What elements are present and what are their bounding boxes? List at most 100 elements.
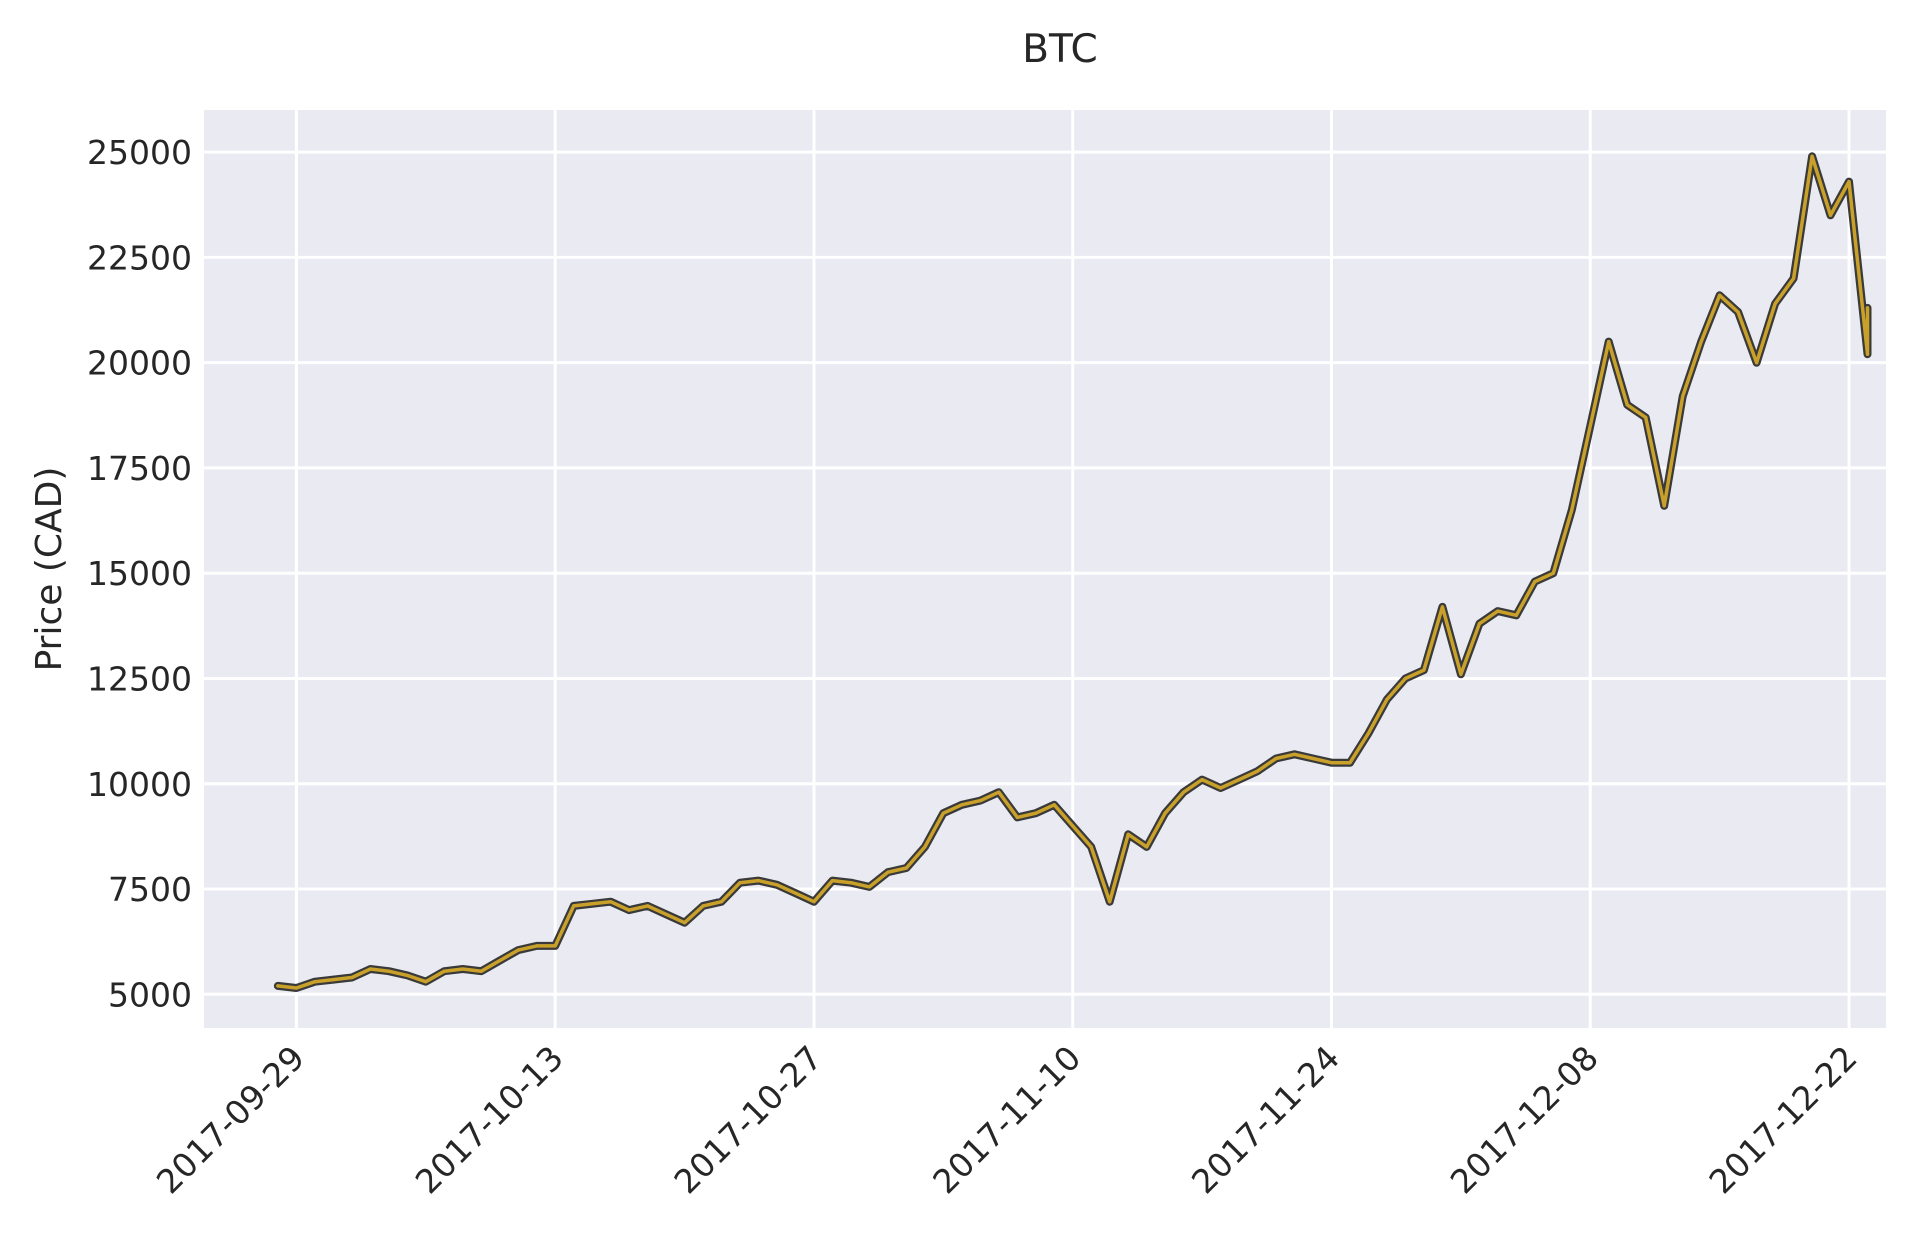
plot-area — [204, 110, 1886, 1028]
price-point — [646, 904, 650, 908]
y-tick-label: 20000 — [87, 344, 192, 383]
price-point — [1126, 832, 1130, 836]
price-point — [812, 900, 816, 904]
price-point — [1828, 213, 1833, 217]
price-point — [1366, 731, 1371, 735]
y-tick-label: 15000 — [87, 554, 192, 593]
price-point — [1699, 340, 1703, 344]
y-tick-label: 12500 — [87, 659, 192, 698]
price-point — [1810, 154, 1814, 158]
price-point — [867, 885, 872, 889]
y-tick-label: 5000 — [108, 975, 192, 1014]
price-point — [1459, 672, 1463, 676]
y-tick-label: 22500 — [87, 238, 192, 277]
price-point — [1477, 622, 1481, 626]
price-point — [1089, 845, 1093, 849]
price-point — [498, 959, 502, 963]
price-point — [775, 883, 779, 887]
price-point — [1847, 180, 1851, 184]
price-point — [886, 870, 890, 874]
price-point — [535, 944, 539, 948]
price-line — [276, 154, 1870, 990]
price-point — [424, 980, 428, 984]
price-point — [1256, 769, 1260, 773]
price-point — [572, 904, 576, 908]
y-tick-label: 7500 — [108, 870, 192, 909]
price-point — [1237, 778, 1241, 782]
price-point — [960, 803, 964, 807]
price-point — [1145, 845, 1149, 849]
price-point — [904, 866, 909, 870]
price-point — [793, 891, 798, 895]
price-point — [1440, 605, 1444, 609]
price-point — [479, 969, 483, 973]
price-point — [997, 790, 1001, 794]
price-point — [368, 967, 372, 971]
price-point — [1607, 340, 1611, 344]
price-point — [276, 984, 280, 988]
price-point — [1200, 778, 1204, 782]
price-point — [294, 986, 298, 990]
price-point — [1292, 752, 1297, 756]
price-point — [331, 978, 335, 982]
price-point — [664, 912, 668, 916]
y-axis-label: Price (CAD) — [29, 467, 70, 672]
x-tick-label: 2017-12-08 — [1443, 1038, 1606, 1201]
price-point — [1348, 761, 1352, 765]
price-point — [1533, 580, 1537, 584]
price-point — [442, 969, 446, 973]
price-point — [1588, 424, 1592, 428]
y-gridlines — [204, 150, 1886, 996]
price-point — [738, 881, 742, 885]
price-point — [701, 904, 705, 908]
y-tick-label: 25000 — [87, 133, 192, 172]
price-point — [1219, 786, 1223, 790]
price-point — [1052, 803, 1056, 807]
price-point — [1570, 508, 1574, 512]
price-point — [516, 948, 520, 952]
price-point — [1718, 293, 1722, 297]
price-point — [1034, 811, 1038, 815]
chart-title: BTC — [1022, 27, 1098, 72]
price-point — [1644, 415, 1648, 419]
x-tick-label: 2017-09-29 — [149, 1038, 312, 1201]
price-point — [849, 881, 853, 885]
price-point — [1329, 761, 1334, 765]
price-point — [978, 799, 982, 803]
price-point — [1865, 352, 1870, 356]
price-point — [1755, 361, 1759, 365]
x-tick-labels: 2017-09-29 2017-10-13 2017-10-27 2017-11-10… — [149, 1038, 1865, 1201]
x-tick-label: 2017-12-22 — [1702, 1038, 1865, 1201]
price-point — [1385, 697, 1389, 702]
x-tick-label: 2017-10-13 — [408, 1038, 571, 1201]
price-point — [1422, 668, 1426, 672]
price-point — [1311, 756, 1315, 761]
price-point — [1514, 613, 1518, 617]
y-tick-label: 17500 — [87, 449, 192, 488]
price-point — [1551, 571, 1555, 575]
price-point — [1662, 504, 1666, 508]
x-gridlines — [294, 110, 1851, 1028]
price-point — [756, 879, 761, 883]
price-point — [1792, 276, 1796, 280]
price-point — [1496, 609, 1500, 613]
price-point — [1015, 815, 1019, 820]
x-tick-label: 2017-11-24 — [1184, 1038, 1347, 1201]
price-point — [387, 969, 391, 973]
price-point — [1773, 302, 1777, 306]
price-point — [553, 944, 557, 948]
price-point — [313, 980, 317, 984]
price-point — [1071, 824, 1075, 828]
price-point — [350, 975, 354, 980]
price-point — [1736, 310, 1740, 314]
price-point — [1681, 394, 1685, 398]
price-point — [941, 811, 945, 815]
y-tick-label: 10000 — [87, 765, 192, 804]
price-point — [590, 902, 594, 906]
price-point — [461, 967, 465, 971]
x-tick-label: 2017-10-27 — [666, 1038, 829, 1201]
price-point — [830, 879, 835, 883]
price-point — [609, 900, 613, 904]
